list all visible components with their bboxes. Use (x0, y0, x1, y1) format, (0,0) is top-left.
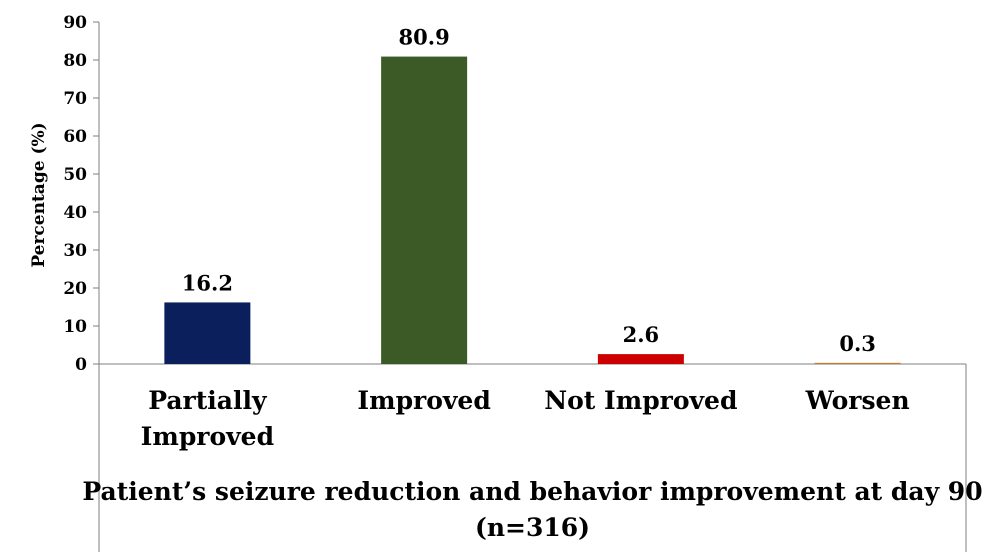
y-tick-label: 80 (63, 51, 87, 71)
y-tick-label: 0 (75, 355, 87, 375)
y-tick-label: 20 (63, 279, 87, 299)
x-tick-label: Worsen (805, 386, 910, 415)
x-tick-label: Partially (148, 386, 268, 415)
x-tick-label: Not Improved (544, 386, 737, 415)
data-labels: 16.2 80.9 2.6 0.3 (182, 25, 876, 356)
bar (814, 362, 901, 364)
data-label: 16.2 (182, 270, 233, 295)
y-axis-label: Percentage (%) (29, 122, 49, 267)
bar (164, 302, 251, 364)
bar (597, 354, 684, 364)
x-axis-label-line: Patient’s seizure reduction and behavior… (82, 477, 982, 506)
x-tick-label: Improved (357, 386, 490, 415)
y-tick-label: 90 (63, 13, 87, 33)
x-axis-label-line: (n=316) (475, 513, 590, 542)
bar (381, 56, 468, 365)
y-tick-label: 10 (63, 317, 87, 337)
data-label: 80.9 (399, 25, 450, 50)
y-tick-label: 40 (63, 203, 87, 223)
bars (164, 56, 901, 365)
x-axis-label: Patient’s seizure reduction and behavior… (82, 477, 982, 542)
y-axis: 0 10 20 30 40 50 60 70 80 90 (63, 13, 966, 375)
y-tick-label: 60 (63, 127, 87, 147)
y-tick-label: 30 (63, 241, 87, 261)
data-label: 2.6 (623, 322, 660, 347)
data-label: 0.3 (839, 331, 876, 356)
x-axis-categories: Partially Improved Improved Not Improved Wor… (141, 386, 910, 451)
x-tick-label: Improved (141, 422, 274, 451)
y-tick-label: 50 (63, 165, 87, 185)
y-tick-label: 70 (63, 89, 87, 109)
